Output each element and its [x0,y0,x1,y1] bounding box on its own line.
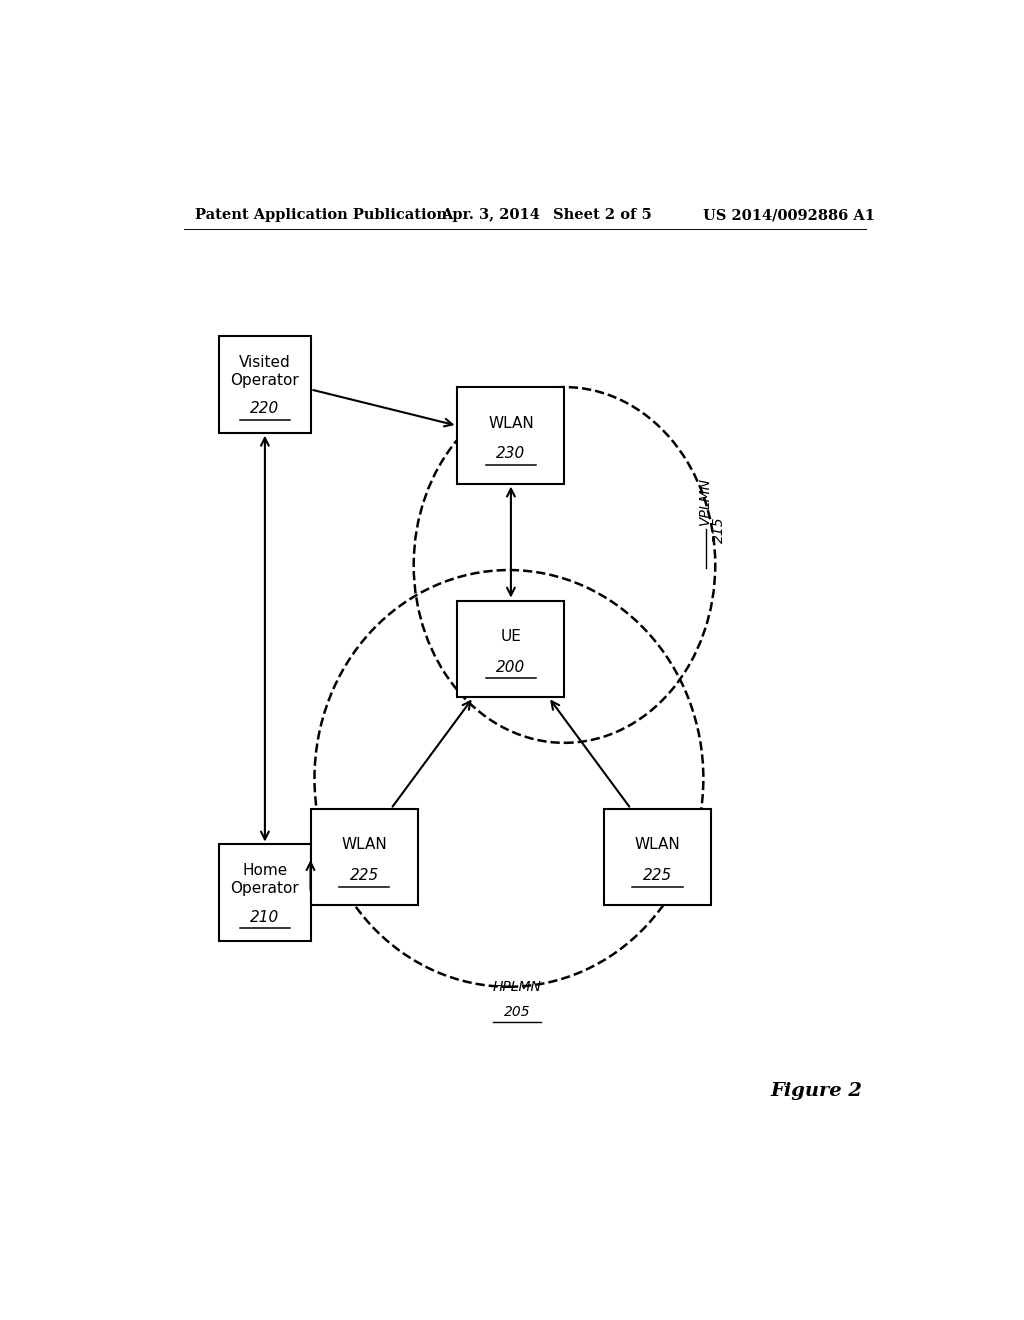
Text: WLAN: WLAN [635,837,681,853]
Text: Home: Home [243,863,288,878]
Text: 215: 215 [712,516,726,543]
Text: WLAN: WLAN [341,837,387,853]
FancyBboxPatch shape [219,337,310,433]
Text: WLAN: WLAN [488,416,534,430]
Text: VPLMN: VPLMN [697,477,712,525]
Text: 220: 220 [250,401,280,416]
FancyBboxPatch shape [219,845,310,941]
Text: 225: 225 [349,869,379,883]
Text: Operator: Operator [230,882,299,896]
Text: Apr. 3, 2014: Apr. 3, 2014 [441,209,541,222]
Text: UE: UE [501,630,521,644]
Text: 205: 205 [504,1005,530,1019]
Text: HPLMN: HPLMN [493,979,542,994]
Text: Operator: Operator [230,374,299,388]
Text: 200: 200 [497,660,525,675]
Text: Visited: Visited [239,355,291,370]
Text: Figure 2: Figure 2 [771,1082,863,1101]
Text: 210: 210 [250,909,280,924]
Text: Patent Application Publication: Patent Application Publication [196,209,447,222]
FancyBboxPatch shape [604,809,712,906]
FancyBboxPatch shape [458,387,564,483]
Text: 230: 230 [497,446,525,461]
FancyBboxPatch shape [458,601,564,697]
Text: US 2014/0092886 A1: US 2014/0092886 A1 [703,209,876,222]
Text: Sheet 2 of 5: Sheet 2 of 5 [553,209,651,222]
Text: 225: 225 [643,869,673,883]
FancyBboxPatch shape [310,809,418,906]
